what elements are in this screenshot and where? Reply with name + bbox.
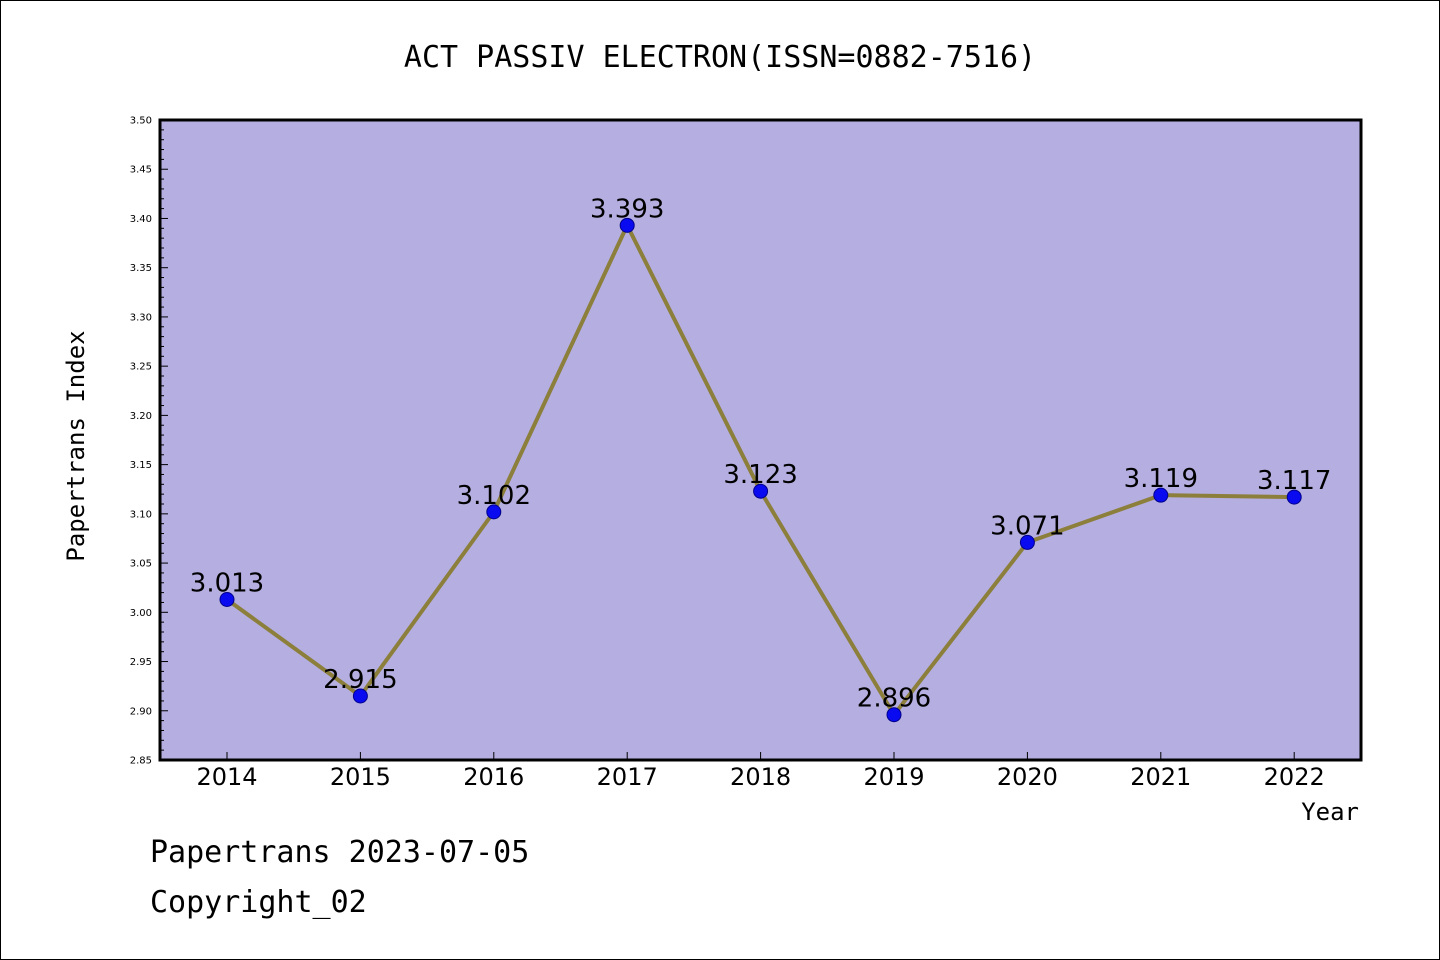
y-tick-label: 3.35 (130, 263, 152, 274)
y-tick-label: 2.95 (130, 657, 152, 668)
y-tick-label: 2.85 (130, 756, 152, 767)
data-label: 3.123 (723, 460, 797, 490)
y-tick-label: 3.15 (130, 460, 152, 471)
chart-title: ACT PASSIV ELECTRON(ISSN=0882-7516) (404, 40, 1036, 75)
x-tick-label: 2019 (863, 763, 924, 791)
y-tick-label: 3.30 (130, 312, 152, 323)
y-tick-label: 3.00 (130, 608, 152, 619)
data-label: 3.071 (990, 511, 1064, 541)
y-axis-ticks: 2.85 2.90 2.95 3.00 3.05 3.10 3.15 3.20 3.25 3.30… (130, 116, 168, 767)
y-axis-label: Papertrans Index (62, 330, 90, 561)
x-axis-ticks: 2014 2015 2016 2017 2018 2019 2020 2021 2022 (196, 752, 1325, 791)
x-tick-label: 2016 (463, 763, 524, 791)
x-tick-label: 2018 (730, 763, 791, 791)
y-tick-label: 2.90 (130, 706, 152, 717)
y-tick-label: 3.10 (130, 509, 152, 520)
x-tick-label: 2014 (196, 763, 257, 791)
data-label: 2.915 (323, 665, 397, 695)
data-point (886, 707, 902, 723)
data-label: 3.013 (190, 569, 264, 599)
data-point (219, 592, 235, 608)
data-point (619, 217, 635, 233)
data-label: 3.102 (457, 481, 531, 511)
footer-date-text: Papertrans 2023-07-05 (150, 835, 530, 870)
y-tick-label: 3.40 (130, 214, 152, 225)
data-point (352, 688, 368, 704)
data-label: 3.119 (1124, 464, 1198, 494)
data-point (1019, 534, 1035, 550)
x-tick-label: 2021 (1130, 763, 1191, 791)
data-point (753, 483, 769, 499)
data-point (1153, 487, 1169, 503)
series-group: 3.013 2.915 3.102 3.393 3.123 2.896 3.071 3.119… (190, 194, 1331, 723)
data-label: 3.117 (1257, 466, 1331, 496)
x-tick-label: 2017 (597, 763, 658, 791)
data-label: 2.896 (857, 684, 931, 714)
x-axis-label: Year (1301, 798, 1359, 826)
y-tick-label: 3.05 (130, 559, 152, 570)
y-tick-label: 3.25 (130, 362, 152, 373)
x-tick-label: 2015 (330, 763, 391, 791)
y-tick-label: 3.45 (130, 165, 152, 176)
data-label: 3.393 (590, 194, 664, 224)
plot-area (158, 118, 1363, 762)
data-point (486, 504, 502, 520)
footer-copyright-text: Copyright_02 (150, 885, 367, 920)
y-tick-label: 3.50 (130, 116, 152, 127)
x-tick-label: 2022 (1264, 763, 1325, 791)
data-point (1286, 489, 1302, 505)
x-tick-label: 2020 (997, 763, 1058, 791)
y-tick-label: 3.20 (130, 411, 152, 422)
